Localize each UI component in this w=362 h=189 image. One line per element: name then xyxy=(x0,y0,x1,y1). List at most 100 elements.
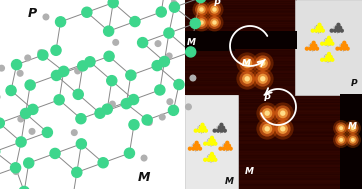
Circle shape xyxy=(186,104,191,110)
Bar xyxy=(185,13,297,14)
Circle shape xyxy=(334,26,339,30)
Bar xyxy=(238,102,362,103)
Bar xyxy=(238,99,362,100)
Circle shape xyxy=(344,44,348,48)
Circle shape xyxy=(329,39,333,43)
Bar xyxy=(238,144,362,145)
Circle shape xyxy=(195,3,208,16)
Text: M: M xyxy=(348,122,357,131)
Circle shape xyxy=(190,75,196,81)
Circle shape xyxy=(25,80,35,90)
Circle shape xyxy=(210,158,214,162)
Circle shape xyxy=(191,144,193,146)
Circle shape xyxy=(98,158,108,168)
Bar xyxy=(238,146,362,147)
Circle shape xyxy=(323,41,325,43)
Bar xyxy=(185,69,297,70)
Circle shape xyxy=(214,156,215,157)
Bar xyxy=(185,50,297,51)
Circle shape xyxy=(336,23,341,27)
Circle shape xyxy=(104,26,114,36)
Bar xyxy=(238,188,362,189)
Circle shape xyxy=(210,161,212,163)
Circle shape xyxy=(222,132,223,133)
Circle shape xyxy=(227,144,231,148)
Bar xyxy=(185,12,297,13)
Bar xyxy=(185,77,297,78)
Circle shape xyxy=(345,50,346,51)
Circle shape xyxy=(186,47,196,57)
Bar xyxy=(185,11,297,12)
Bar xyxy=(238,125,362,126)
Circle shape xyxy=(0,65,4,71)
Circle shape xyxy=(342,46,346,51)
Circle shape xyxy=(258,58,268,68)
Circle shape xyxy=(226,150,227,152)
Bar xyxy=(185,47,297,48)
Circle shape xyxy=(216,129,220,133)
Circle shape xyxy=(196,0,206,3)
Circle shape xyxy=(12,60,22,70)
Circle shape xyxy=(212,7,217,12)
Circle shape xyxy=(213,158,218,162)
Circle shape xyxy=(256,102,278,124)
Bar xyxy=(185,88,297,89)
Bar xyxy=(185,1,297,2)
Bar xyxy=(238,113,362,114)
Circle shape xyxy=(194,129,198,133)
Circle shape xyxy=(329,45,331,46)
Text: M: M xyxy=(225,177,234,186)
Bar xyxy=(185,15,297,16)
Circle shape xyxy=(346,46,350,51)
Circle shape xyxy=(327,42,331,46)
Bar xyxy=(185,68,297,69)
Circle shape xyxy=(220,132,221,134)
Circle shape xyxy=(214,141,216,143)
Bar xyxy=(185,30,297,31)
Bar xyxy=(185,28,297,29)
Circle shape xyxy=(216,128,217,130)
Circle shape xyxy=(193,150,194,151)
Circle shape xyxy=(327,37,329,39)
Circle shape xyxy=(197,128,198,130)
Bar xyxy=(238,145,362,146)
Circle shape xyxy=(50,148,60,158)
Circle shape xyxy=(169,2,180,12)
Circle shape xyxy=(230,146,231,148)
Bar xyxy=(185,82,297,83)
Circle shape xyxy=(272,102,294,124)
Bar xyxy=(185,93,297,94)
Circle shape xyxy=(339,138,343,142)
Bar xyxy=(238,184,362,185)
Circle shape xyxy=(129,94,139,105)
Circle shape xyxy=(164,28,174,38)
Circle shape xyxy=(197,143,198,144)
Circle shape xyxy=(316,46,317,48)
Bar xyxy=(238,115,362,116)
Circle shape xyxy=(0,118,4,128)
Circle shape xyxy=(206,158,211,162)
Bar xyxy=(238,142,362,143)
Bar xyxy=(185,8,297,9)
Circle shape xyxy=(318,24,319,26)
Circle shape xyxy=(318,32,319,34)
Circle shape xyxy=(315,30,316,32)
Circle shape xyxy=(320,42,324,46)
Circle shape xyxy=(223,126,224,128)
Bar xyxy=(185,46,297,47)
Circle shape xyxy=(113,40,118,45)
Circle shape xyxy=(305,46,309,51)
Bar xyxy=(238,97,362,98)
Circle shape xyxy=(152,60,162,71)
Bar xyxy=(185,95,238,189)
Text: M: M xyxy=(242,59,251,68)
Circle shape xyxy=(201,124,202,126)
Bar xyxy=(185,86,297,87)
Circle shape xyxy=(197,126,199,128)
Circle shape xyxy=(312,46,316,51)
Circle shape xyxy=(244,76,250,81)
Circle shape xyxy=(309,48,310,50)
Bar xyxy=(185,17,297,18)
Bar xyxy=(185,33,297,34)
Bar xyxy=(238,118,362,119)
